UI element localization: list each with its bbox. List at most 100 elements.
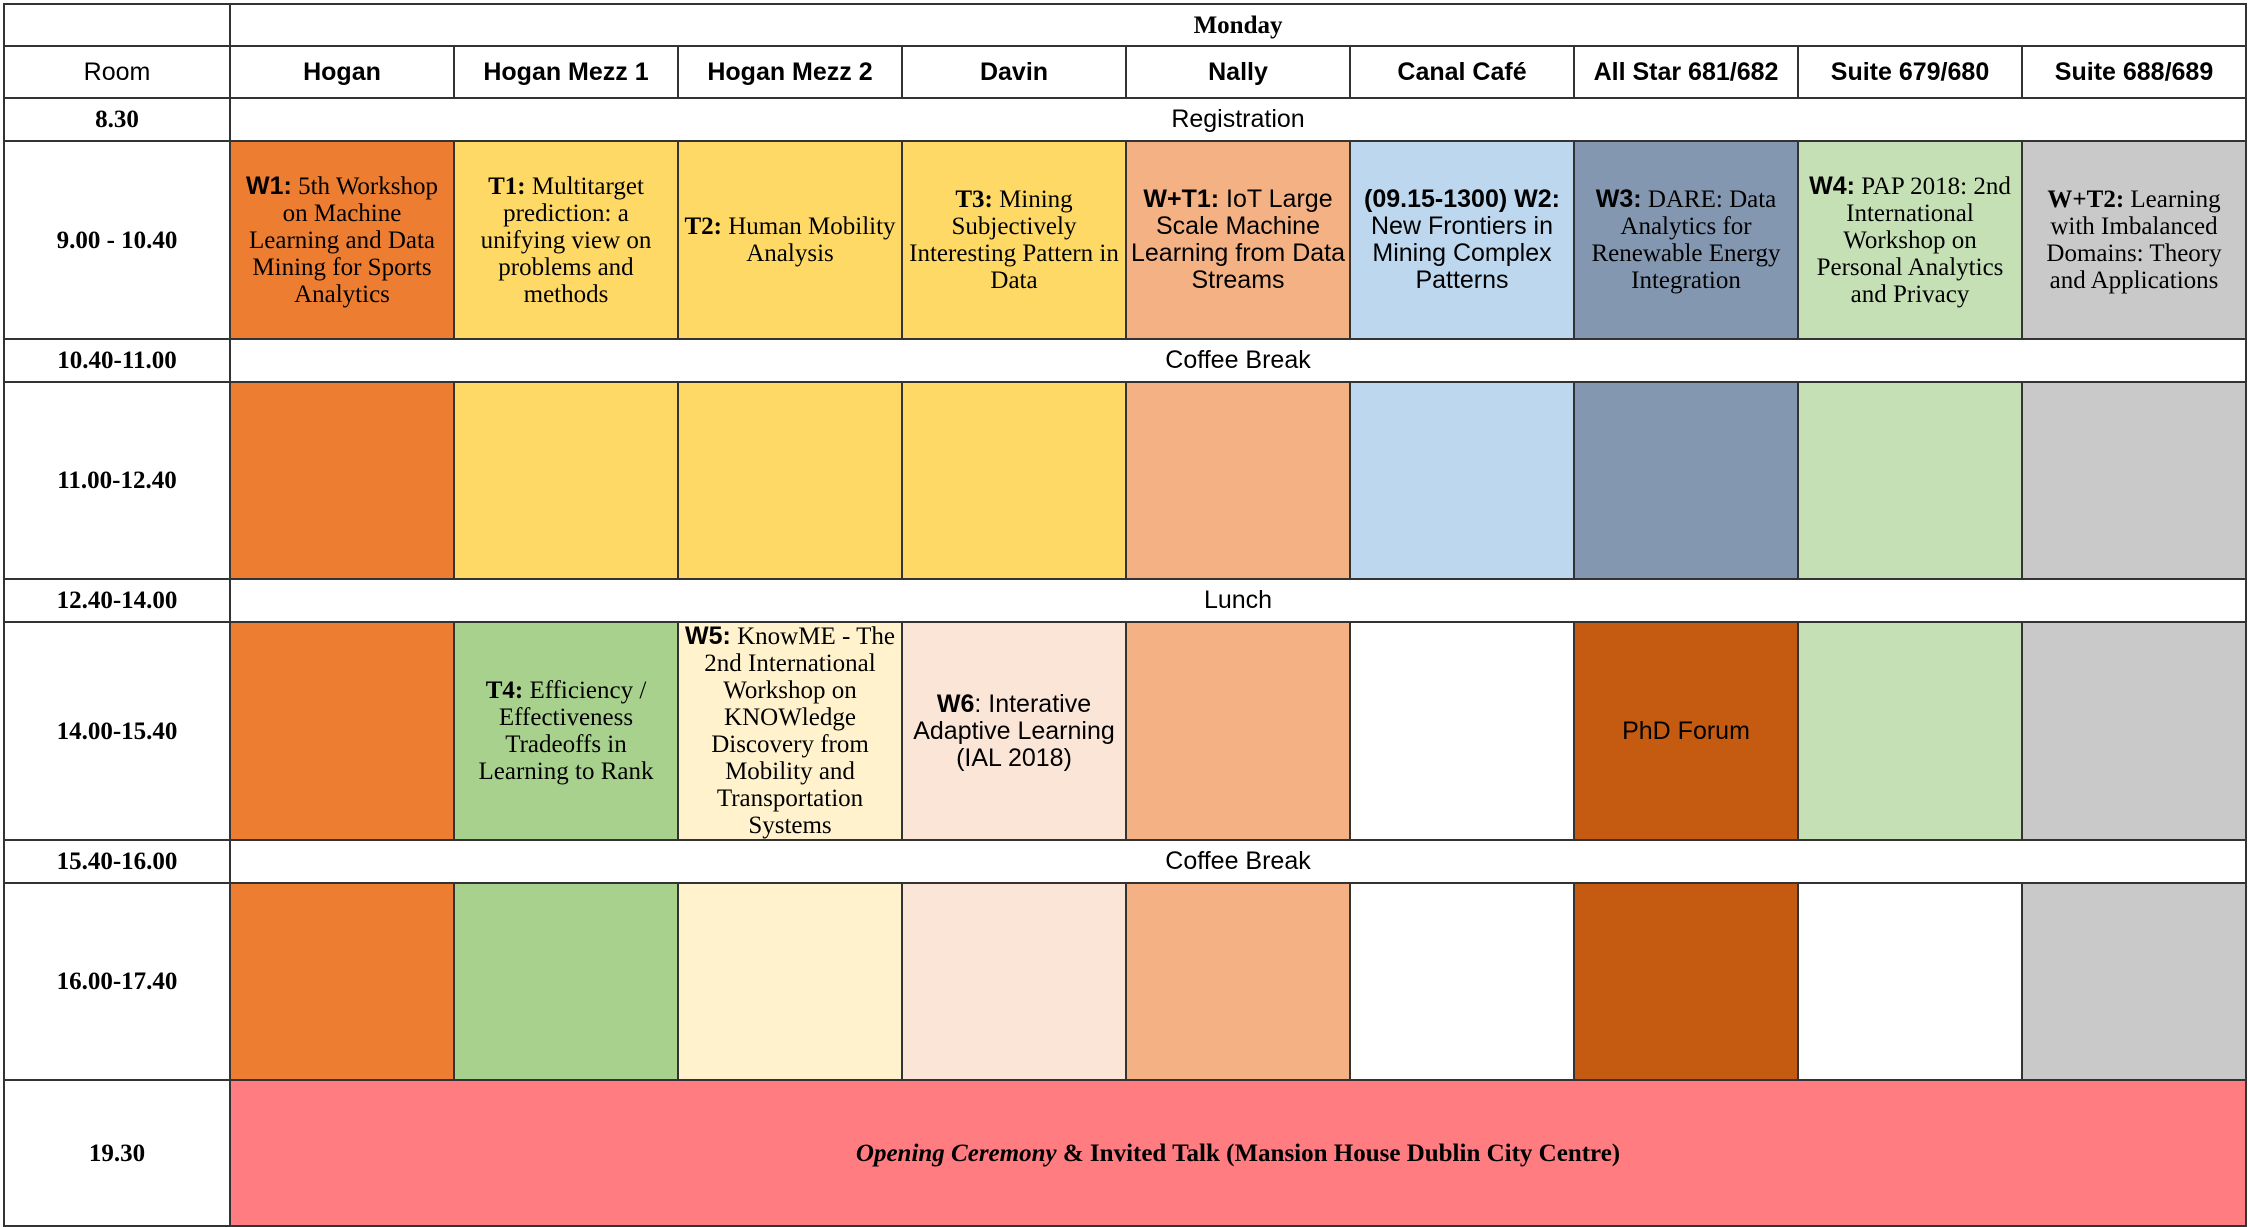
lunch-cell: Lunch [228, 578, 2248, 623]
session-w5[interactable]: W5: KnowME - The 2nd International Works… [677, 621, 903, 841]
room-canal-cafe: Canal Café [1349, 45, 1575, 99]
day-header-row: Monday [3, 3, 2248, 47]
row-registration: 8.30 Registration [3, 97, 2248, 142]
session-w4-cont[interactable] [1797, 621, 2023, 841]
session-code: W1: [246, 171, 292, 200]
ceremony-rest: & Invited Talk (Mansion House Dublin Cit… [1056, 1139, 1621, 1167]
session-code: W3: [1595, 185, 1642, 213]
row-coffee-2: 15.40-16.00 Coffee Break [3, 839, 2248, 884]
room-label: Room [3, 45, 231, 99]
session-wt1[interactable]: W+T1: IoT Large Scale Machine Learning f… [1125, 140, 1351, 340]
session-code: W5: [685, 622, 731, 650]
row-session-2: 11.00-12.40 [3, 381, 2248, 580]
session-w3-cont[interactable] [1573, 381, 1799, 580]
session-phd-forum-cont[interactable] [1573, 882, 1799, 1081]
empty-slot [1349, 621, 1575, 841]
room-hogan: Hogan [229, 45, 455, 99]
session-title: Multitarget prediction: a unifying view … [480, 172, 652, 308]
session-w5-cont[interactable] [677, 882, 903, 1081]
session-w2[interactable]: (09.15-1300) W2: New Frontiers in Mining… [1349, 140, 1575, 340]
session-t4[interactable]: T4: Efficiency / Effectiveness Tradeoffs… [453, 621, 679, 841]
time-cell: 15.40-16.00 [3, 839, 231, 884]
session-title: Learning with Imbalanced Domains: Theory… [2046, 186, 2222, 294]
session-t2[interactable]: T2: Human Mobility Analysis [677, 140, 903, 340]
session-code: W6 [936, 689, 975, 718]
session-wt1-cont[interactable] [1125, 882, 1351, 1081]
session-w1-cont[interactable] [229, 381, 455, 580]
session-code: (09.15-1300) W2: [1364, 185, 1560, 213]
row-coffee-1: 10.40-11.00 Coffee Break [3, 338, 2248, 383]
session-w3[interactable]: W3: DARE: Data Analytics for Renewable E… [1573, 140, 1799, 340]
time-cell: 11.00-12.40 [3, 381, 231, 580]
session-code: W4: [1809, 171, 1855, 200]
time-cell: 19.30 [3, 1079, 231, 1227]
session-w6[interactable]: W6: Interative Adaptive Learning (IAL 20… [901, 621, 1127, 841]
time-cell: 9.00 - 10.40 [3, 140, 231, 340]
session-title: PhD Forum [1622, 716, 1750, 745]
row-session-3: 14.00-15.40 T4: Efficiency / Effectivene… [3, 621, 2248, 841]
session-title: : Interative Adaptive Learning (IAL 2018… [913, 689, 1115, 772]
time-cell: 12.40-14.00 [3, 578, 231, 623]
session-title: Efficiency / Effectiveness Tradeoffs in … [478, 677, 654, 785]
time-cell: 16.00-17.40 [3, 882, 231, 1081]
registration-cell: Registration [228, 97, 2248, 142]
session-code: T2: [684, 213, 722, 240]
session-t3[interactable]: T3: Mining Subjectively Interesting Patt… [901, 140, 1127, 340]
room-suite-679: Suite 679/680 [1797, 45, 2023, 99]
schedule-table: Monday Room Hogan Hogan Mezz 1 Hogan Mez… [3, 3, 2248, 1227]
session-phd-forum[interactable]: PhD Forum [1573, 621, 1799, 841]
session-title: DARE: Data Analytics for Renewable Energ… [1591, 186, 1781, 294]
session-w2-cont[interactable] [1349, 381, 1575, 580]
time-cell: 14.00-15.40 [3, 621, 231, 841]
session-title: Human Mobility Analysis [721, 213, 896, 267]
row-ceremony: 19.30 Opening Ceremony & Invited Talk (M… [3, 1079, 2248, 1227]
empty-slot [1797, 882, 2023, 1081]
session-w4[interactable]: W4: PAP 2018: 2nd International Workshop… [1797, 140, 2023, 340]
session-t4-cont[interactable] [453, 882, 679, 1081]
session-wt2-cont[interactable] [2020, 381, 2248, 580]
session-code: T4: [485, 677, 524, 704]
corner-cell [3, 3, 231, 47]
session-title: PAP 2018: 2nd International Workshop on … [1816, 172, 2011, 308]
session-title: Mining Subjectively Interesting Pattern … [909, 186, 1119, 294]
coffee-break-cell: Coffee Break [228, 338, 2248, 383]
session-t1-cont[interactable] [453, 381, 679, 580]
session-title: KnowME - The 2nd International Workshop … [704, 623, 895, 839]
room-suite-688: Suite 688/689 [2020, 45, 2248, 99]
session-code: T1: [488, 172, 526, 200]
room-header-row: Room Hogan Hogan Mezz 1 Hogan Mezz 2 Dav… [3, 45, 2248, 99]
session-w4-cont[interactable] [1797, 381, 2023, 580]
row-lunch: 12.40-14.00 Lunch [3, 578, 2248, 623]
room-nally: Nally [1125, 45, 1351, 99]
session-w1[interactable]: W1: 5th Workshop on Machine Learning and… [229, 140, 455, 340]
session-t3-cont[interactable] [901, 381, 1127, 580]
session-wt1-cont[interactable] [1125, 381, 1351, 580]
session-code: T3: [955, 186, 993, 213]
time-cell: 8.30 [3, 97, 231, 142]
ceremony-italic: Opening Ceremony [855, 1139, 1057, 1167]
session-title: New Frontiers in Mining Complex Patterns [1371, 212, 1553, 294]
room-hogan-mezz-2: Hogan Mezz 2 [677, 45, 903, 99]
opening-ceremony-cell[interactable]: Opening Ceremony & Invited Talk (Mansion… [228, 1079, 2248, 1227]
session-code: W+T1: [1143, 185, 1220, 213]
room-hogan-mezz-1: Hogan Mezz 1 [453, 45, 679, 99]
time-cell: 10.40-11.00 [3, 338, 231, 383]
session-code: W+T2: [2047, 186, 2125, 213]
session-w1-cont[interactable] [229, 882, 455, 1081]
session-w1-cont[interactable] [229, 621, 455, 841]
session-wt2-cont[interactable] [2020, 621, 2248, 841]
row-session-4: 16.00-17.40 [3, 882, 2248, 1081]
session-wt1-cont[interactable] [1125, 621, 1351, 841]
coffee-break-cell: Coffee Break [228, 839, 2248, 884]
session-title: 5th Workshop on Machine Learning and Dat… [248, 172, 438, 308]
room-all-star: All Star 681/682 [1573, 45, 1799, 99]
empty-slot [1349, 882, 1575, 1081]
day-title: Monday [228, 3, 2248, 47]
row-session-1: 9.00 - 10.40 W1: 5th Workshop on Machine… [3, 140, 2248, 340]
session-t1[interactable]: T1: Multitarget prediction: a unifying v… [453, 140, 679, 340]
session-wt2-cont[interactable] [2020, 882, 2248, 1081]
session-w6-cont[interactable] [901, 882, 1127, 1081]
session-title: IoT Large Scale Machine Learning from Da… [1131, 185, 1346, 294]
session-t2-cont[interactable] [677, 381, 903, 580]
session-wt2[interactable]: W+T2: Learning with Imbalanced Domains: … [2020, 140, 2248, 340]
